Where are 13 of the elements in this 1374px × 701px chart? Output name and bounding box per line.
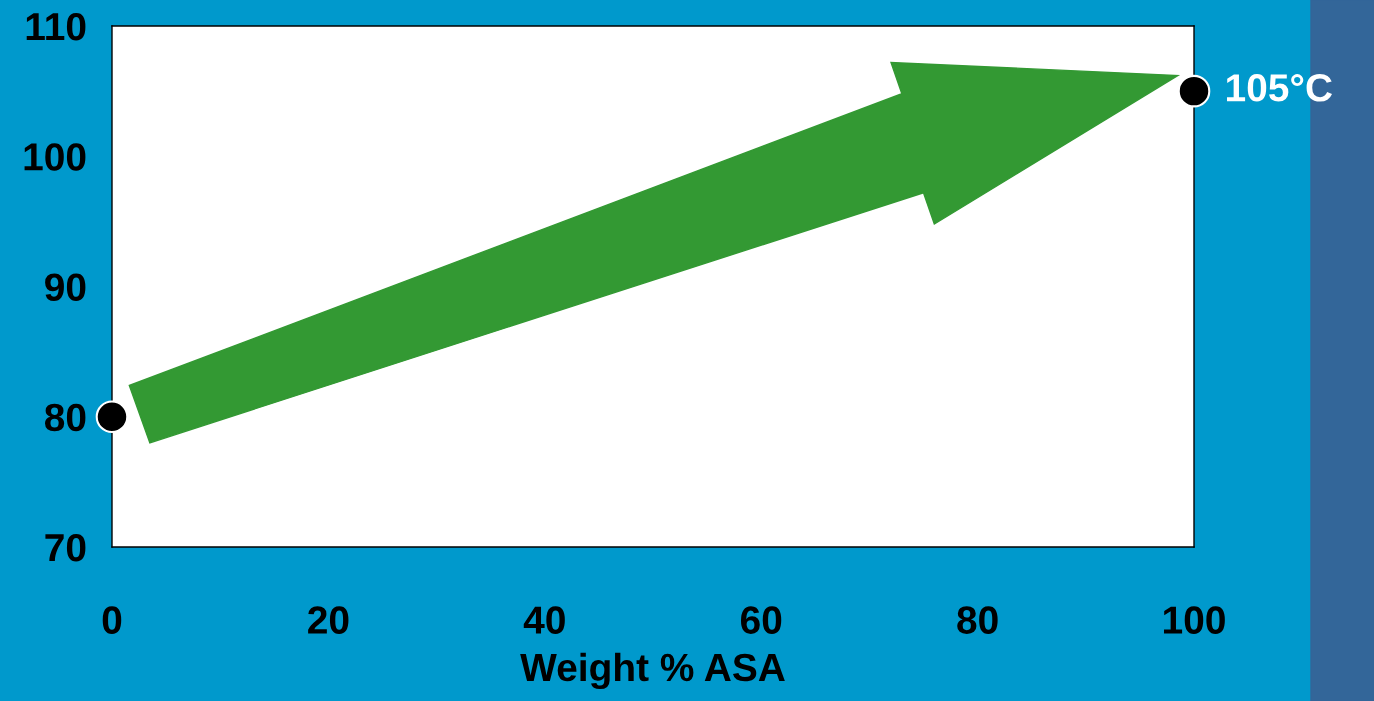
y-tick-label: 70 [45, 533, 86, 562]
x-tick-label: 100 [1164, 606, 1225, 634]
y-tick-label: 100 [24, 143, 86, 171]
annotation: 105°C [1227, 74, 1333, 102]
x-axis-title: Weight % ASA [520, 652, 785, 690]
y-tick-label: 110 [26, 12, 86, 41]
x-tick-label: 40 [523, 606, 565, 634]
x-tick-label: 60 [741, 606, 782, 634]
x-tick-label: 0 [102, 606, 122, 634]
x-tick-label: 20 [308, 606, 349, 634]
x-tick-label: 80 [957, 606, 998, 634]
y-tick-label: 90 [45, 273, 86, 301]
y-tick-label: 80 [44, 403, 86, 432]
